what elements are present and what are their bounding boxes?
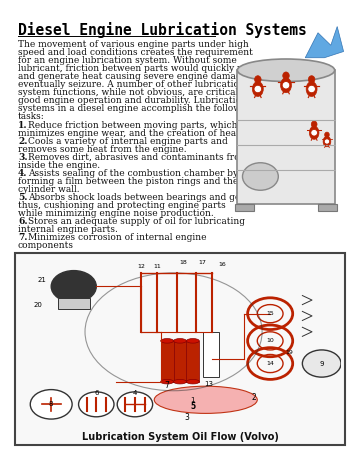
Text: 15: 15 — [266, 311, 274, 316]
Text: cylinder wall.: cylinder wall. — [18, 185, 80, 194]
Text: 16: 16 — [218, 262, 226, 267]
Circle shape — [324, 139, 330, 144]
Ellipse shape — [174, 339, 186, 343]
Bar — [174, 341, 186, 382]
Text: 5: 5 — [190, 402, 195, 411]
Text: 7: 7 — [165, 382, 170, 391]
Text: 7.: 7. — [18, 233, 27, 242]
Circle shape — [282, 82, 290, 89]
Text: tasks:: tasks: — [18, 112, 45, 121]
Ellipse shape — [308, 75, 315, 83]
Text: 17: 17 — [199, 260, 207, 265]
Text: thus, cushioning and protecting engine parts: thus, cushioning and protecting engine p… — [18, 201, 226, 210]
Text: good engine operation and durability. Lubrication: good engine operation and durability. Lu… — [18, 96, 247, 105]
Text: Cools a variety of internal engine parts and: Cools a variety of internal engine parts… — [28, 137, 228, 146]
Ellipse shape — [186, 339, 199, 343]
Bar — [235, 204, 254, 212]
Text: inside the engine.: inside the engine. — [18, 161, 100, 170]
Ellipse shape — [252, 82, 263, 96]
Bar — [58, 298, 90, 309]
Text: lubricant, friction between parts would quickly wear: lubricant, friction between parts would … — [18, 64, 260, 73]
Text: eventually seizure. A number of other lubrication: eventually seizure. A number of other lu… — [18, 80, 245, 89]
Bar — [161, 341, 174, 382]
Text: 19: 19 — [285, 350, 293, 356]
Text: internal engine parts.: internal engine parts. — [18, 225, 118, 234]
Text: Minimizes corrosion of internal engine: Minimizes corrosion of internal engine — [28, 233, 207, 242]
Circle shape — [78, 392, 114, 417]
Text: 5.: 5. — [18, 193, 27, 202]
Text: removes some heat from the engine.: removes some heat from the engine. — [18, 145, 186, 154]
Text: 11: 11 — [154, 264, 161, 269]
Circle shape — [311, 130, 318, 136]
Ellipse shape — [186, 379, 199, 384]
Text: Assists sealing of the combustion chamber by: Assists sealing of the combustion chambe… — [28, 169, 238, 178]
Ellipse shape — [237, 59, 335, 82]
Ellipse shape — [311, 121, 317, 128]
Text: Removes dirt, abrasives and contaminants from: Removes dirt, abrasives and contaminants… — [28, 153, 248, 162]
Ellipse shape — [255, 75, 261, 83]
Ellipse shape — [161, 339, 174, 343]
Text: 9: 9 — [319, 361, 324, 367]
Bar — [186, 341, 199, 382]
Text: 14: 14 — [266, 361, 274, 366]
Text: 8: 8 — [49, 401, 53, 407]
Bar — [318, 204, 337, 212]
Circle shape — [30, 390, 72, 419]
Text: system functions, while not obvious, are critical to: system functions, while not obvious, are… — [18, 88, 250, 97]
Text: minimizes engine wear, and the creation of heat.: minimizes engine wear, and the creation … — [18, 129, 243, 138]
Ellipse shape — [174, 379, 186, 384]
Text: 21: 21 — [37, 277, 46, 283]
Circle shape — [302, 350, 341, 377]
Polygon shape — [237, 70, 335, 204]
Ellipse shape — [323, 136, 331, 147]
Ellipse shape — [283, 72, 289, 79]
Text: 6: 6 — [94, 390, 99, 396]
Text: systems in a diesel engine accomplish the following: systems in a diesel engine accomplish th… — [18, 104, 256, 113]
Text: 13: 13 — [204, 381, 213, 387]
Text: 20: 20 — [34, 302, 43, 308]
Text: 6.: 6. — [18, 217, 28, 226]
Ellipse shape — [325, 132, 329, 137]
Ellipse shape — [309, 126, 319, 139]
Ellipse shape — [243, 163, 278, 190]
Text: 3.: 3. — [18, 153, 28, 162]
Circle shape — [51, 271, 96, 302]
Ellipse shape — [154, 386, 257, 413]
Text: speed and load conditions creates the requirement: speed and load conditions creates the re… — [18, 48, 253, 57]
Text: 1: 1 — [191, 397, 195, 403]
Text: Lubrication System Oil Flow (Volvo): Lubrication System Oil Flow (Volvo) — [82, 432, 278, 442]
Ellipse shape — [306, 82, 317, 96]
Text: while minimizing engine noise production.: while minimizing engine noise production… — [18, 209, 214, 218]
Text: 1.: 1. — [18, 121, 28, 130]
Text: 2.: 2. — [18, 137, 27, 146]
Text: Diesel Engine Lubrication Systems: Diesel Engine Lubrication Systems — [18, 22, 307, 38]
Text: 2: 2 — [252, 393, 256, 402]
Text: 10: 10 — [266, 338, 274, 343]
Circle shape — [117, 392, 153, 417]
Text: Reduce friction between moving parts, which: Reduce friction between moving parts, wh… — [28, 121, 238, 130]
Text: 4: 4 — [133, 390, 137, 396]
Ellipse shape — [280, 78, 292, 93]
Text: 12: 12 — [138, 264, 145, 269]
FancyBboxPatch shape — [15, 253, 345, 445]
Circle shape — [254, 85, 262, 93]
Ellipse shape — [161, 379, 174, 384]
Bar — [203, 332, 219, 377]
Polygon shape — [305, 27, 343, 58]
Text: components: components — [18, 241, 74, 250]
Text: 3: 3 — [184, 413, 189, 423]
Text: 4.: 4. — [18, 169, 27, 178]
Text: forming a film between the piston rings and the: forming a film between the piston rings … — [18, 177, 238, 186]
Text: The movement of various engine parts under high: The movement of various engine parts und… — [18, 40, 249, 49]
Text: 18: 18 — [179, 260, 187, 265]
Circle shape — [308, 85, 315, 93]
Text: and generate heat causing severe engine damage and: and generate heat causing severe engine … — [18, 72, 267, 81]
Text: for an engine lubrication system. Without some: for an engine lubrication system. Withou… — [18, 56, 237, 65]
Text: Absorbs shock loads between bearings and gears: Absorbs shock loads between bearings and… — [28, 193, 255, 202]
Text: Stores an adequate supply of oil for lubricating: Stores an adequate supply of oil for lub… — [28, 217, 245, 226]
